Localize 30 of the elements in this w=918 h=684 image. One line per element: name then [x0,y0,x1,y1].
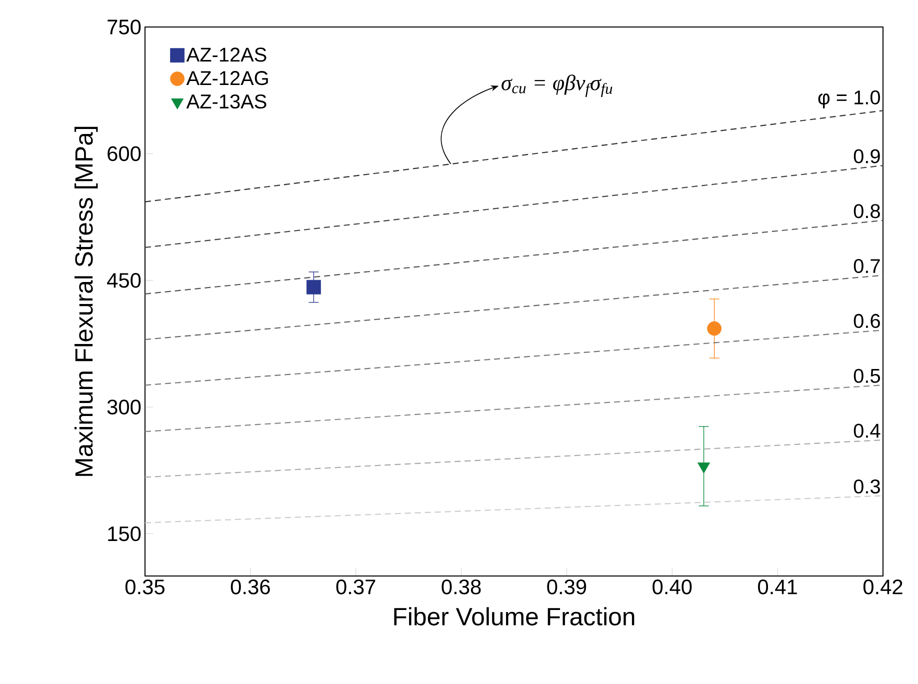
series-label: 0.7 [854,259,880,274]
series-label: 0.5 [854,368,880,383]
point [698,462,710,474]
series-label: 0.4 [854,424,880,438]
series-label: φ = 1.0 [818,90,880,108]
x-tick-label: 0.40 [652,580,692,594]
point [707,321,722,336]
legend-label: AZ-12AS [186,48,266,62]
y-tick-label: 450 [107,272,141,288]
annotation: σ$_{cu}$ = φβv$_{f}$σ$_{fu}$ [502,74,612,98]
x-tick-label: 0.36 [230,580,270,594]
x-tick-label: 0.42 [863,580,902,594]
x-tick-label: 0.37 [336,580,376,594]
y-tick-label: 600 [108,146,141,162]
x-tick-label: 0.39 [547,580,586,594]
y-tick-label: 150 [108,526,141,542]
y-axis-title: Maximum Flexural Stress [MPa] [74,126,98,476]
series-label: 0.3 [854,479,880,494]
y-tick-label: 750 [108,20,141,34]
x-tick-label: 0.41 [758,580,797,594]
series-label: 0.8 [854,204,880,218]
series-label: 0.6 [854,314,880,328]
x-tick-label: 0.35 [125,580,164,594]
x-axis-title: Fiber Volume Fraction [394,607,634,626]
legend-label: AZ-12AG [186,71,268,86]
x-tick-label: 0.38 [442,580,481,594]
point [306,280,321,294]
series-label: 0.9 [854,149,880,164]
y-tick-label: 300 [107,400,141,414]
legend-label: AZ-13AS [186,94,266,109]
